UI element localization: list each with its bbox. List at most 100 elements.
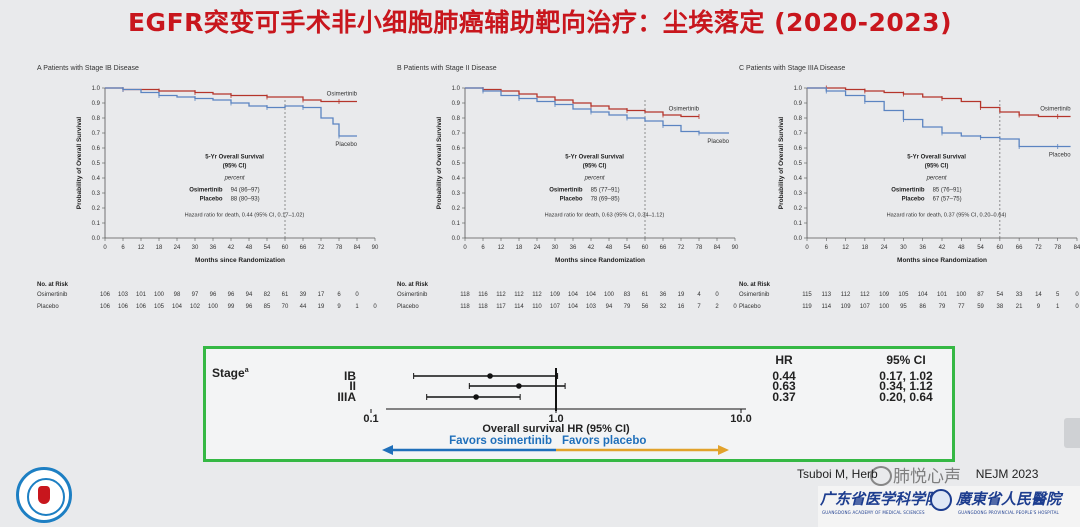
- slide-title: EGFR突变可手术非小细胞肺癌辅助靶向治疗：尘埃落定 (2020-2023): [127, 8, 953, 37]
- km-plot-stage-iiia: C Patients with Stage IIIA Disease 0.0 0.1…: [739, 65, 1080, 310]
- x-tick-label: 0: [463, 245, 467, 251]
- at-risk-count: 1: [1056, 304, 1060, 310]
- summary-arm-label: Placebo: [902, 197, 925, 203]
- summary-subheading: (95% CI): [925, 164, 949, 170]
- x-tick-label: 24: [881, 245, 888, 251]
- x-tick-label: 72: [678, 245, 685, 251]
- x-tick-label: 0: [805, 245, 809, 251]
- summary-subheading: (95% CI): [223, 164, 247, 170]
- at-risk-count: 86: [919, 304, 926, 310]
- at-risk-count: 96: [210, 292, 217, 298]
- summary-unit: percent: [584, 176, 605, 182]
- side-panel-tab[interactable]: [1064, 418, 1080, 448]
- x-axis-title: Months since Randomization: [195, 257, 285, 264]
- citation-journal: NEJM 2023: [975, 467, 1039, 481]
- y-tick-label: 0.1: [794, 221, 803, 227]
- hazard-ratio-text: Hazard ratio for death, 0.44 (95% CI, 0.…: [185, 213, 305, 219]
- at-risk-count: 105: [898, 292, 909, 298]
- x-tick-label: 66: [300, 245, 307, 251]
- at-risk-count: 110: [532, 304, 542, 310]
- at-risk-count: 114: [514, 304, 524, 310]
- y-tick-label: 0.7: [794, 131, 803, 137]
- at-risk-count: 104: [918, 292, 929, 298]
- x-tick-label: 12: [138, 245, 145, 251]
- at-risk-count: 54: [997, 292, 1004, 298]
- km-plot-stage-ii: B Patients with Stage II Disease 0.0 0.1 0.…: [397, 65, 739, 310]
- at-risk-arm-label: Placebo: [739, 304, 761, 310]
- at-risk-count: 99: [228, 304, 235, 310]
- at-risk-count: 39: [300, 292, 307, 298]
- summary-arm-label: Osimertinib: [549, 188, 583, 194]
- at-risk-count: 87: [977, 292, 984, 298]
- y-tick-label: 0.1: [452, 221, 461, 227]
- at-risk-count: 112: [514, 292, 524, 298]
- y-tick-label: 0.9: [92, 101, 101, 107]
- x-tick-label: 78: [696, 245, 703, 251]
- forest-row-header-superscript: a: [245, 367, 249, 374]
- at-risk-count: 113: [821, 292, 831, 298]
- forest-ci-value: 0.34, 1.12: [879, 379, 933, 393]
- forest-point-estimate: [516, 383, 522, 389]
- x-tick-label: 60: [997, 245, 1004, 251]
- x-tick-label: 78: [336, 245, 343, 251]
- at-risk-count: 106: [100, 292, 111, 298]
- citation: Tsuboi M, Herb NEJM 2023: [797, 467, 1038, 481]
- x-tick-label: 84: [354, 245, 361, 251]
- at-risk-count: 112: [532, 292, 542, 298]
- forest-row-label: II: [349, 379, 356, 393]
- at-risk-count: 112: [860, 292, 870, 298]
- at-risk-count: 96: [246, 304, 253, 310]
- at-risk-count: 118: [460, 304, 470, 310]
- x-tick-label: 60: [282, 245, 289, 251]
- y-tick-label: 0.4: [452, 176, 461, 182]
- favors-placebo-label: Favors placebo: [562, 435, 646, 447]
- series-label-osimertinib: Osimertinib: [327, 92, 358, 98]
- at-risk-count: 1: [355, 304, 359, 310]
- y-tick-label: 1.0: [92, 86, 101, 92]
- y-tick-label: 0.0: [452, 236, 461, 242]
- y-tick-label: 0.1: [92, 221, 101, 227]
- at-risk-count: 32: [660, 304, 667, 310]
- citation-start: Tsuboi M, Herb: [797, 467, 878, 481]
- panel-title: C Patients with Stage IIIA Disease: [739, 65, 845, 72]
- at-risk-count: 85: [264, 304, 271, 310]
- summary-arm-value: 85 (76–91): [933, 188, 962, 194]
- x-tick-label: 18: [862, 245, 869, 251]
- forest-hr-header: HR: [775, 353, 793, 367]
- at-risk-count: 103: [586, 304, 597, 310]
- hospital-logos: 广东省医学科学院 GUANGDONG ACADEMY OF MEDICAL SC…: [818, 486, 1080, 527]
- forest-x-tick-label: 10.0: [730, 413, 751, 425]
- at-risk-count: 0: [715, 292, 719, 298]
- y-tick-label: 0.7: [452, 131, 461, 137]
- at-risk-count: 16: [678, 304, 685, 310]
- x-tick-label: 54: [977, 245, 984, 251]
- at-risk-count: 79: [624, 304, 631, 310]
- x-tick-label: 90: [732, 245, 739, 251]
- at-risk-count: 0: [373, 304, 377, 310]
- summary-heading: 5-Yr Overall Survival: [565, 155, 624, 161]
- y-tick-label: 0.8: [452, 116, 461, 122]
- km-curve-osimertinib: [465, 87, 699, 118]
- x-tick-label: 30: [552, 245, 559, 251]
- km-curve-osimertinib: [807, 87, 1071, 118]
- x-tick-label: 54: [264, 245, 271, 251]
- x-tick-label: 48: [606, 245, 613, 251]
- x-tick-label: 12: [498, 245, 505, 251]
- y-tick-label: 0.9: [794, 101, 803, 107]
- summary-arm-label: Placebo: [200, 197, 223, 203]
- forest-point-estimate: [487, 373, 493, 379]
- summary-arm-label: Osimertinib: [189, 188, 223, 194]
- hazard-ratio-text: Hazard ratio for death, 0.63 (95% CI, 0.…: [545, 213, 665, 219]
- at-risk-arm-label: Placebo: [397, 304, 419, 310]
- x-tick-label: 24: [174, 245, 181, 251]
- km-chart-stage-ib: A Patients with Stage IB Disease 0.0 0.1 0.…: [35, 60, 380, 320]
- at-risk-count: 19: [318, 304, 325, 310]
- x-tick-label: 72: [318, 245, 325, 251]
- hazard-ratio-text: Hazard ratio for death, 0.37 (95% CI, 0.…: [887, 213, 1007, 219]
- at-risk-count: 94: [606, 304, 613, 310]
- y-tick-label: 1.0: [452, 86, 461, 92]
- at-risk-heading: No. at Risk: [739, 282, 771, 288]
- hospital-logo-subtext: GUANGDONG PROVINCIAL PEOPLE'S HOSPITAL: [958, 510, 1059, 515]
- forest-x-tick-label: 0.1: [363, 413, 378, 425]
- academy-logo-subtext: GUANGDONG ACADEMY OF MEDICAL SCIENCES: [822, 510, 925, 515]
